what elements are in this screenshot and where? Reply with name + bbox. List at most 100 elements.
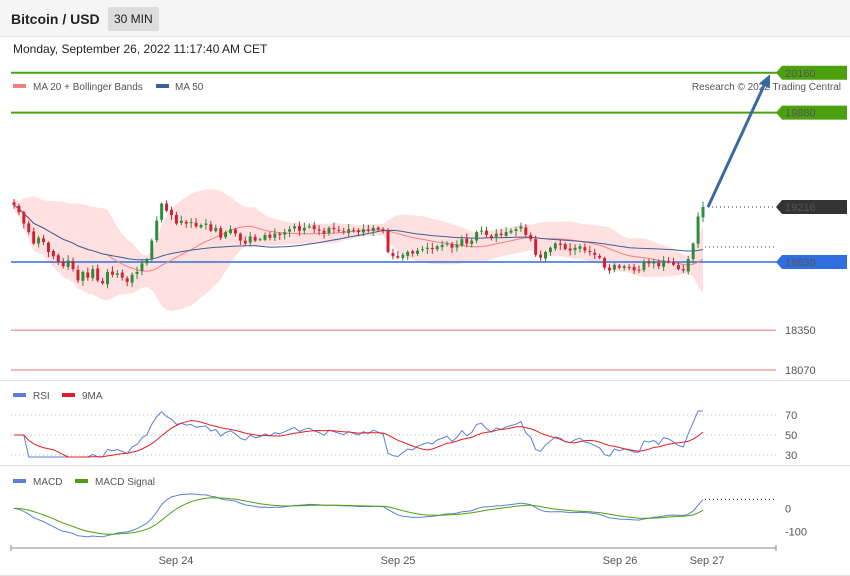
candle-body [91,269,95,279]
candle-body [583,247,587,251]
level-label-18830: 18830 [785,257,816,269]
legend-rsi: RSI [33,391,50,402]
bollinger-bands [14,189,703,312]
interval-button[interactable]: 30 MIN [108,7,159,31]
candle-body [233,229,237,234]
legend-swatch-rsi [13,393,26,397]
candle-body [179,220,183,223]
candle-body [332,227,336,230]
candle-body [66,260,70,267]
candle-body [317,229,321,231]
candle-body [253,236,257,241]
candle-body [598,255,602,258]
candle-body [17,205,21,213]
candle-body [81,271,85,281]
candle-body [657,262,661,267]
instrument-title: Bitcoin / USD [11,11,100,27]
candle-body [450,243,454,248]
candle-body [529,234,533,240]
candle-body [676,265,680,270]
legend-swatch-ma50 [156,84,169,88]
candle-body [558,243,562,245]
candle-body [293,226,296,229]
macd-legend: MACD MACD Signal [13,477,155,488]
candle-body [199,224,203,228]
candle-body [416,250,420,254]
candle-body [509,230,513,233]
candle-body [425,247,429,249]
level-tag-19880 [776,105,847,120]
candle-body [51,250,55,257]
legend-macd-signal: MACD Signal [95,477,155,488]
candle-body [110,271,114,275]
candle-body [662,260,666,267]
candle-body [106,271,109,285]
macd-tick-0: 0 [785,503,791,515]
rsi-tick-50: 50 [785,430,797,442]
candle-body [125,278,129,282]
candle-body [263,234,267,240]
candle-body [489,235,493,238]
candle-body [170,209,173,216]
level-tag-18830 [776,254,847,269]
legend-swatch-rsi-ma [62,393,75,397]
legend-swatch-ma20 [13,84,26,88]
candle-body [214,227,218,232]
candle-body [145,259,149,264]
candle-body [681,269,685,271]
candle-body [504,232,508,236]
credit-label: Research © 2022 Trading Central [692,82,841,93]
candle-body [288,229,292,232]
x-tick-sep-25: Sep 25 [381,555,416,567]
candle-body [366,229,370,231]
candle-body [519,226,523,229]
candle-body [268,234,272,238]
time-axis: Sep 24 Sep 25 Sep 26 Sep 27 [10,545,777,567]
candle-body [312,225,316,230]
candle-body [406,252,410,256]
candle-body [671,262,675,265]
candle-body [534,239,538,255]
rsi-tick-70: 70 [785,410,797,422]
candle-body [475,232,479,241]
candle-body [327,227,331,234]
candle-body [194,222,198,227]
candle-body [381,229,385,231]
candle-body [642,261,646,270]
candle-body [115,273,119,275]
rsi-panel: 70 50 30 [11,410,797,462]
level-label-18070: 18070 [785,365,816,377]
candle-body [278,233,282,235]
x-tick-sep-26: Sep 26 [603,555,638,567]
macd-panel: 0 -100 [13,493,807,538]
legend-swatch-macd-signal [75,479,88,483]
macd-tick--100: -100 [785,526,807,538]
level-labels: 20160 19880 19216 18830 18350 18070 [776,65,847,377]
candle-body [573,247,577,251]
candle-body [371,227,375,231]
candle-body [652,261,656,264]
candle-body [135,271,139,274]
candle-body [696,216,700,244]
legend-ma20: MA 20 + Bollinger Bands [33,82,143,93]
candle-body [421,249,424,251]
candle-body [273,233,277,238]
candle-body [22,212,26,224]
candle-body [243,240,247,244]
level-label-19880: 19880 [785,108,816,120]
level-label-20160: 20160 [785,68,816,80]
level-tag-19216 [776,200,847,215]
candle-body [71,261,75,270]
candle-body [352,230,356,232]
candle-body [165,203,169,211]
candle-body [411,251,415,254]
candle-body [155,220,159,241]
candle-body [76,269,80,281]
candle-body [484,230,488,235]
macd-line [13,493,704,538]
candle-body [603,258,607,268]
level-label-19216: 19216 [785,202,816,214]
x-tick-sep-27: Sep 27 [690,555,725,567]
legend-ma50: MA 50 [175,82,204,93]
